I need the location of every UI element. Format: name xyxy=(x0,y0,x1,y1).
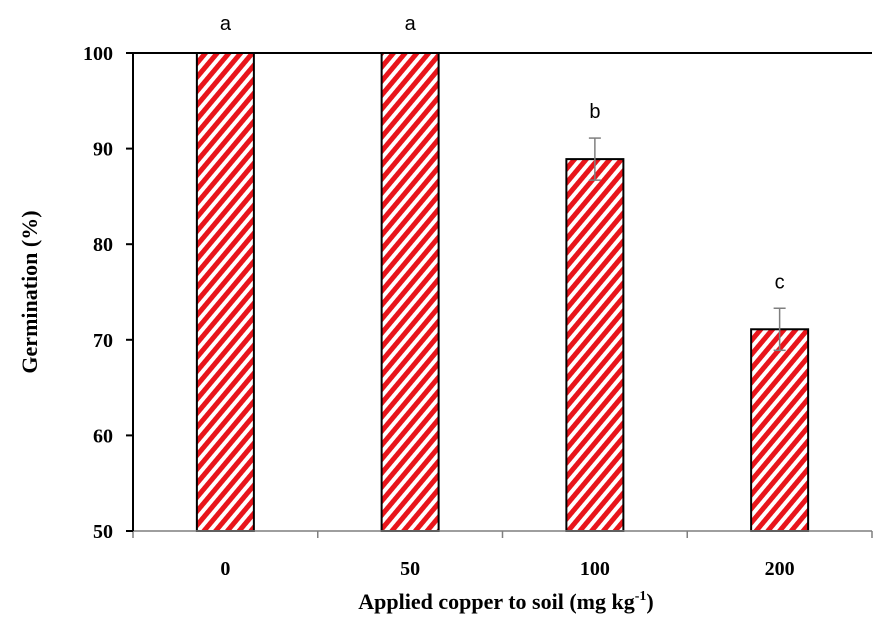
y-tick-label: 60 xyxy=(93,425,113,447)
x-axis-title-end: ) xyxy=(646,589,653,614)
y-axis-title: Germination (%) xyxy=(17,210,42,373)
y-tick-label: 50 xyxy=(93,521,113,543)
axes: 0 50 100 200 50 60 70 80 90 100 xyxy=(83,43,873,580)
x-tick-label: 0 xyxy=(220,558,230,580)
bar xyxy=(195,52,255,532)
x-axis-title: Applied copper to soil (mg kg-1) xyxy=(358,589,653,614)
x-axis-title-superscript: -1 xyxy=(635,589,647,604)
y-tick-label: 70 xyxy=(93,330,113,352)
significance-letter: c xyxy=(775,271,785,293)
significance-letter: a xyxy=(405,13,417,35)
bar xyxy=(380,52,440,532)
bar xyxy=(750,328,810,532)
significance-letter: a xyxy=(220,13,232,35)
x-tick-label: 200 xyxy=(765,558,795,580)
x-tick-label: 100 xyxy=(580,558,610,580)
y-tick-label: 90 xyxy=(93,139,113,161)
y-tick-label: 80 xyxy=(93,234,113,256)
x-tick-label: 50 xyxy=(400,558,420,580)
x-axis-title-main: Applied copper to soil (mg kg xyxy=(358,589,634,614)
significance-letter: b xyxy=(589,101,600,123)
y-tick-label: 100 xyxy=(83,43,113,65)
bars: a a b c xyxy=(195,13,810,532)
bar xyxy=(565,158,625,532)
